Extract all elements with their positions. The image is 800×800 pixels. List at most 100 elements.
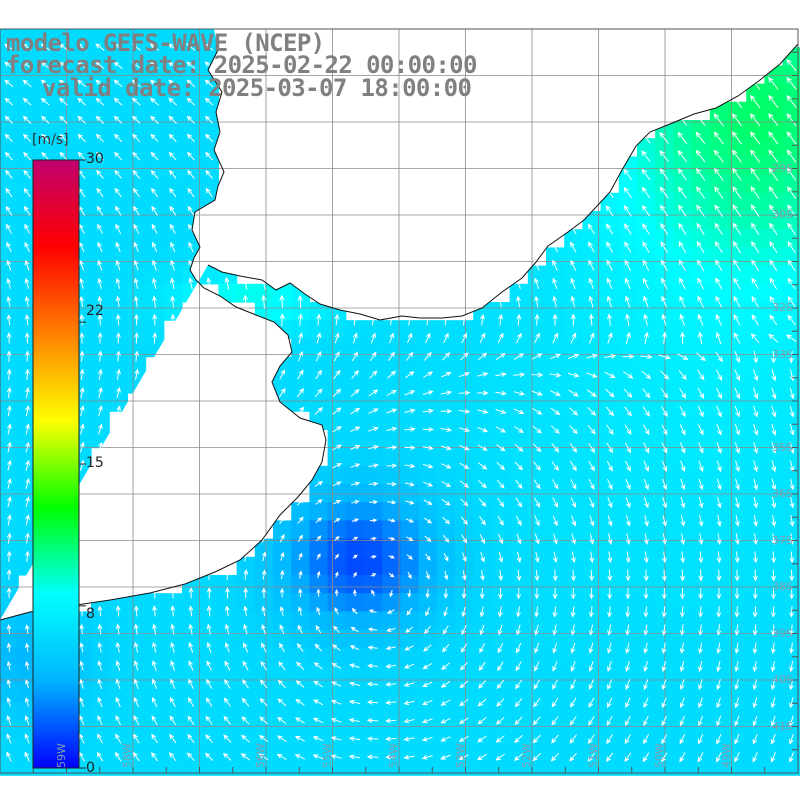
- wind-arrow: [366, 736, 379, 742]
- field-cell: [491, 502, 511, 521]
- wind-arrow: [241, 716, 250, 725]
- wind-arrow: [25, 642, 30, 652]
- wind-arrow: [516, 569, 522, 582]
- wind-arrow: [531, 353, 543, 360]
- field-cell: [673, 647, 693, 667]
- field-cell: [618, 447, 638, 467]
- field-cell: [436, 429, 456, 449]
- wind-arrow: [6, 568, 12, 580]
- wind-arrow: [678, 204, 687, 217]
- wind-arrow: [443, 606, 448, 617]
- wind-arrow: [533, 698, 541, 708]
- field-cell: [509, 593, 529, 612]
- field-cell: [382, 556, 401, 576]
- field-cell: [637, 647, 656, 667]
- field-cell: [582, 702, 602, 722]
- field-cell: [637, 611, 656, 631]
- wind-arrow: [496, 698, 505, 707]
- wind-arrow: [4, 133, 14, 143]
- field-cell: [728, 702, 747, 722]
- wind-arrow: [532, 734, 541, 744]
- wind-arrow: [698, 624, 704, 636]
- field-cell: [18, 156, 37, 176]
- field-cell: [527, 283, 547, 303]
- wind-arrow: [296, 642, 304, 652]
- wind-arrow: [679, 697, 685, 709]
- wind-arrow: [606, 734, 613, 745]
- wind-arrow: [495, 735, 505, 743]
- field-cell: [600, 538, 620, 558]
- field-cell: [618, 575, 638, 594]
- wind-arrow: [186, 752, 195, 762]
- wind-arrow: [750, 222, 760, 236]
- field-cell: [309, 338, 329, 358]
- field-cell: [291, 593, 310, 612]
- field-cell: [400, 647, 420, 667]
- wind-arrow: [643, 442, 650, 454]
- field-cell: [673, 174, 693, 194]
- wind-arrow: [97, 733, 103, 744]
- field-cell: [546, 702, 565, 722]
- field-cell: [163, 192, 183, 212]
- wind-arrow: [98, 405, 103, 417]
- wind-arrow: [785, 334, 797, 343]
- wind-arrow: [59, 97, 68, 106]
- field-cell: [364, 356, 383, 376]
- wind-arrow: [714, 240, 723, 254]
- field-cell: [364, 593, 383, 612]
- field-cell: [382, 757, 401, 776]
- field-cell: [491, 411, 511, 430]
- wind-arrow: [132, 751, 140, 762]
- wind-arrow: [421, 736, 433, 742]
- wind-arrow: [515, 661, 522, 672]
- field-cell: [673, 138, 693, 157]
- field-cell: [54, 138, 74, 157]
- wind-arrow: [187, 733, 195, 744]
- wind-arrow: [479, 624, 485, 636]
- field-cell: [18, 174, 37, 194]
- wind-arrow: [677, 353, 689, 360]
- wind-arrow: [661, 313, 667, 326]
- wind-arrow: [115, 295, 121, 308]
- field-cell: [673, 265, 693, 285]
- wind-arrow: [769, 295, 778, 308]
- field-cell: [418, 411, 438, 430]
- wind-arrow: [386, 426, 398, 432]
- wind-arrow: [368, 609, 377, 614]
- field-cell: [400, 629, 420, 649]
- field-cell: [273, 720, 292, 740]
- wind-arrow: [24, 733, 30, 744]
- wind-arrow: [6, 715, 12, 726]
- wind-arrow: [22, 61, 32, 69]
- wind-arrow: [296, 406, 305, 416]
- wind-arrow: [314, 499, 323, 505]
- field-cell: [673, 247, 693, 267]
- field-cell: [746, 101, 765, 121]
- field-cell: [782, 120, 800, 139]
- wind-arrow: [715, 277, 723, 290]
- field-cell: [0, 647, 19, 667]
- field-cell: [254, 611, 274, 631]
- field-cell: [327, 684, 347, 703]
- field-cell: [728, 411, 747, 430]
- wind-arrow: [261, 294, 267, 309]
- wind-arrow: [348, 736, 360, 742]
- field-cell: [691, 429, 711, 449]
- field-cell: [527, 738, 547, 758]
- field-cell: [473, 411, 492, 430]
- field-cell: [18, 702, 37, 722]
- wind-arrow: [204, 79, 214, 88]
- wind-arrow: [132, 169, 141, 179]
- wind-arrow: [551, 461, 559, 472]
- field-cell: [618, 265, 638, 285]
- field-cell: [673, 465, 693, 485]
- wind-arrow: [624, 715, 631, 727]
- wind-arrow: [731, 113, 743, 127]
- field-cell: [546, 720, 565, 740]
- wind-arrow: [661, 697, 667, 709]
- wind-arrow: [695, 167, 706, 181]
- field-cell: [236, 611, 256, 631]
- wind-arrow: [389, 589, 394, 598]
- wind-arrow: [350, 388, 360, 397]
- wind-arrow: [205, 133, 214, 143]
